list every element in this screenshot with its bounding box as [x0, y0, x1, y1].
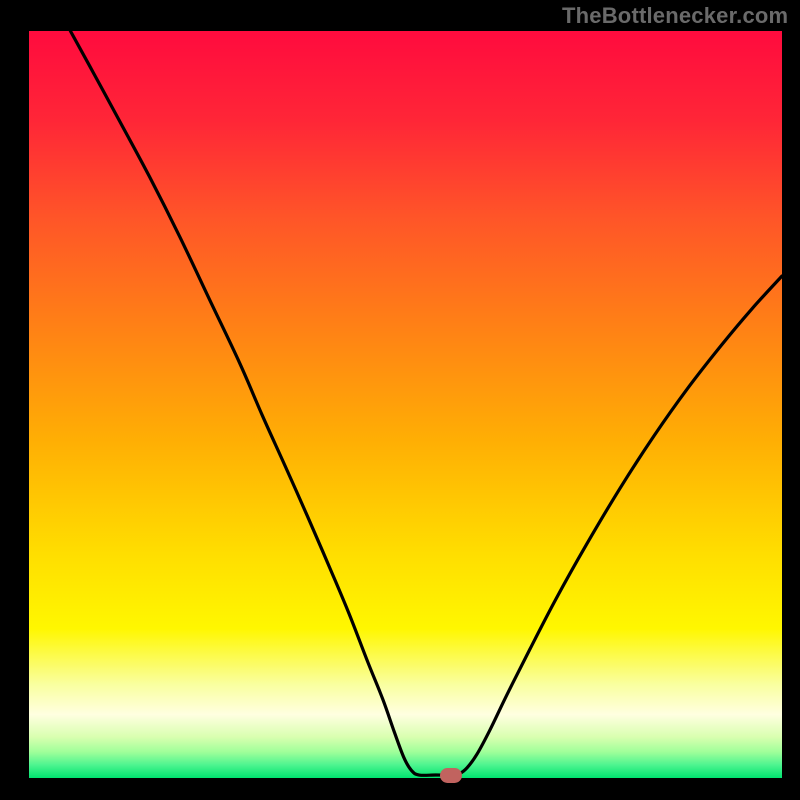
bottleneck-curve: [29, 31, 782, 778]
plot-area: [29, 31, 782, 778]
chart-frame: TheBottlenecker.com: [0, 0, 800, 800]
watermark-text: TheBottlenecker.com: [562, 3, 788, 29]
optimum-marker: [440, 768, 462, 783]
